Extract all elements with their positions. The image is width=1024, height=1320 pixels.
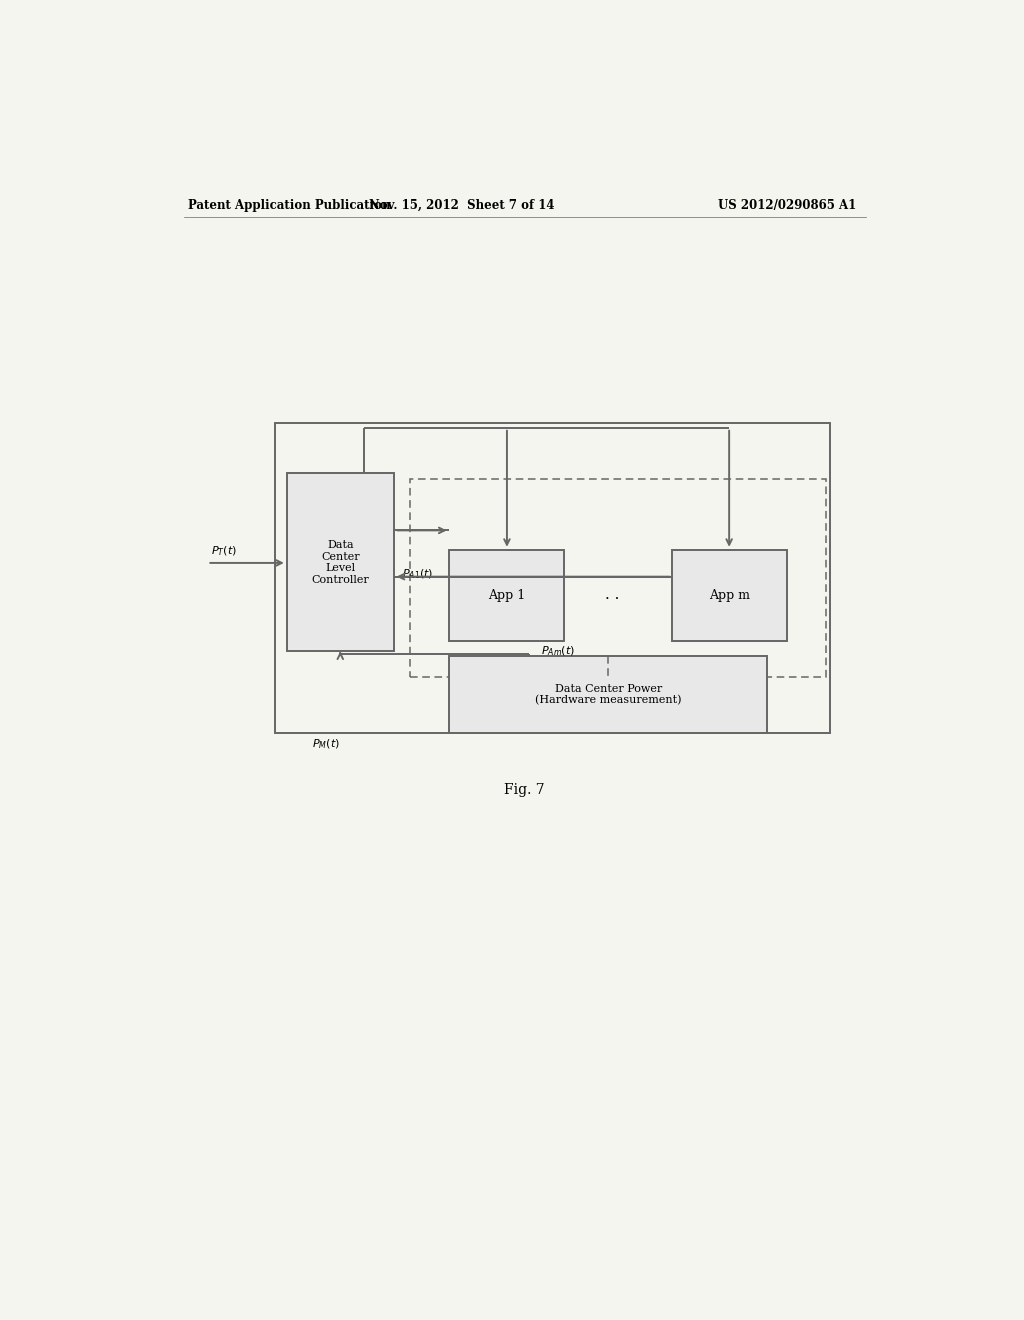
Text: App m: App m — [709, 589, 750, 602]
Text: $P_{Am}(t)$: $P_{Am}(t)$ — [541, 645, 574, 659]
Text: Data Center Power
(Hardware measurement): Data Center Power (Hardware measurement) — [535, 684, 681, 705]
Bar — [274, 422, 830, 733]
Text: Nov. 15, 2012  Sheet 7 of 14: Nov. 15, 2012 Sheet 7 of 14 — [369, 199, 554, 213]
Text: Patent Application Publication: Patent Application Publication — [187, 199, 390, 213]
Text: $P_M(t)$: $P_M(t)$ — [312, 738, 340, 751]
Text: App 1: App 1 — [488, 589, 525, 602]
Bar — [672, 549, 786, 642]
Bar — [450, 656, 767, 733]
Text: Data
Center
Level
Controller: Data Center Level Controller — [311, 540, 370, 585]
Text: Fig. 7: Fig. 7 — [505, 784, 545, 797]
Text: $P_{A1}(t)$: $P_{A1}(t)$ — [401, 568, 433, 581]
Bar — [410, 479, 826, 677]
Text: US 2012/0290865 A1: US 2012/0290865 A1 — [718, 199, 856, 213]
Bar — [287, 474, 394, 651]
Bar — [450, 549, 564, 642]
Text: $P_T(t)$: $P_T(t)$ — [211, 544, 238, 558]
Text: . .: . . — [605, 589, 620, 602]
